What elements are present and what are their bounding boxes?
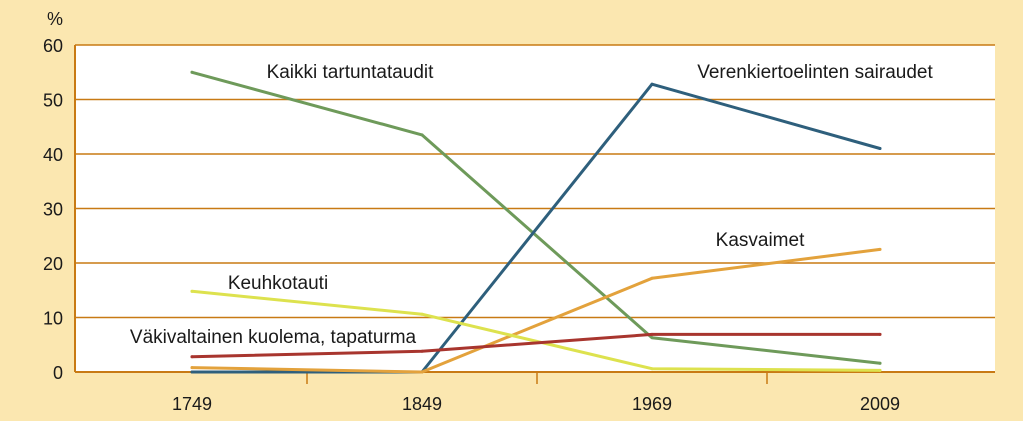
series-line bbox=[190, 70, 882, 365]
y-tick-label: 0 bbox=[53, 363, 63, 383]
series-label: Kasvaimet bbox=[716, 230, 805, 251]
data-point bbox=[190, 70, 194, 74]
x-tick-label: 1969 bbox=[632, 394, 672, 414]
series-line bbox=[190, 82, 882, 374]
y-tick-label: 40 bbox=[43, 145, 63, 165]
data-point bbox=[650, 82, 654, 86]
x-tick-label: 2009 bbox=[860, 394, 900, 414]
series-line bbox=[190, 332, 882, 359]
y-tick-label: 30 bbox=[43, 200, 63, 220]
data-point bbox=[420, 312, 424, 316]
series-label: Verenkiertoelinten sairaudet bbox=[697, 62, 933, 83]
data-point bbox=[878, 147, 882, 151]
x-tick-label: 1749 bbox=[172, 394, 212, 414]
data-point bbox=[420, 370, 424, 374]
series-line bbox=[190, 247, 882, 374]
data-point bbox=[650, 332, 654, 336]
data-point bbox=[650, 367, 654, 371]
data-point bbox=[878, 247, 882, 251]
data-point bbox=[650, 336, 654, 340]
y-tick-label: 60 bbox=[43, 36, 63, 56]
series-label: Keuhkotauti bbox=[228, 273, 328, 294]
data-point bbox=[420, 349, 424, 353]
data-point bbox=[190, 366, 194, 370]
data-point bbox=[878, 368, 882, 372]
data-point bbox=[190, 289, 194, 293]
y-tick-label: 50 bbox=[43, 91, 63, 111]
series-label: Kaikki tartuntataudit bbox=[267, 62, 435, 83]
y-tick-label: 20 bbox=[43, 254, 63, 274]
data-point bbox=[878, 332, 882, 336]
data-point bbox=[190, 370, 194, 374]
x-tick-label: 1849 bbox=[402, 394, 442, 414]
y-axis-label: % bbox=[47, 9, 63, 29]
data-point bbox=[420, 133, 424, 137]
data-point bbox=[650, 276, 654, 280]
data-point bbox=[878, 361, 882, 365]
y-tick-label: 10 bbox=[43, 309, 63, 329]
series-label: Väkivaltainen kuolema, tapaturma bbox=[130, 327, 417, 348]
data-point bbox=[190, 355, 194, 359]
